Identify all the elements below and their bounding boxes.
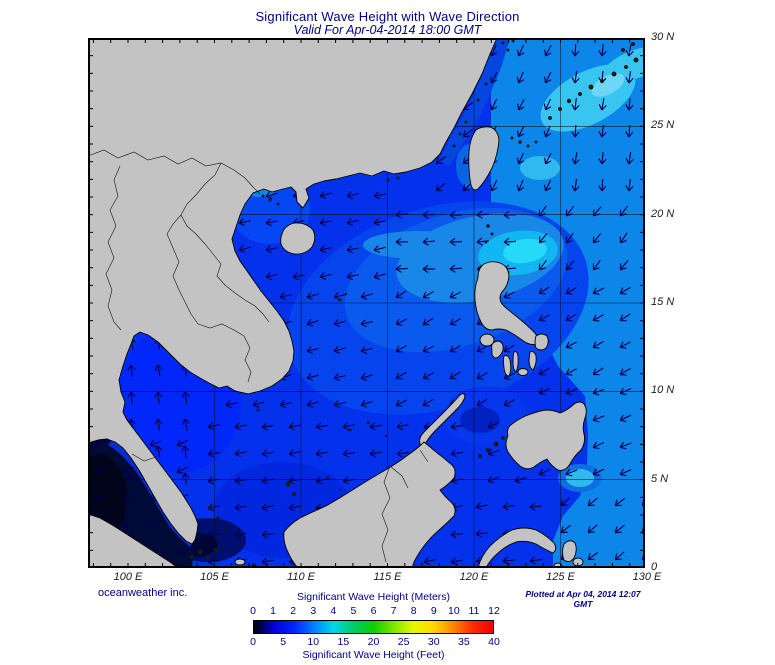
lat-label: 30 N	[651, 31, 675, 43]
legend-tick: 3	[310, 605, 317, 617]
credit-plotted-timestamp: Plotted at Apr 04, 2014 12:07 GMT	[525, 589, 641, 609]
lat-label: 20 N	[651, 207, 675, 220]
map-frame	[88, 38, 645, 568]
legend-tick: 30	[427, 636, 440, 648]
legend-scale-feet: 0 5 10 15 20 25 30 35 40	[250, 636, 500, 648]
lon-label: 105 E	[200, 571, 229, 583]
lon-label: 125 E	[546, 571, 575, 583]
sulawesi	[477, 527, 557, 568]
borneo	[283, 441, 456, 568]
legend-tick: 25	[397, 636, 410, 648]
page-subtitle: Valid For Apr-04-2014 18:00 GMT	[293, 23, 482, 37]
page-title: Significant Wave Height with Wave Direct…	[255, 9, 520, 24]
legend-title-feet: Significant Wave Height (Feet)	[302, 649, 445, 661]
credit-oceanweather: oceanweather inc.	[98, 587, 188, 599]
luzon	[474, 261, 539, 345]
legend-tick: 4	[330, 605, 337, 617]
legend-tick: 0	[250, 636, 256, 648]
mindoro	[479, 333, 495, 347]
legend-scale-meters: 0 1 2 3 4 5 6 7 8 9 10 11 12	[250, 605, 500, 617]
sumatra	[88, 513, 179, 568]
land-layer	[88, 38, 587, 568]
legend-tick: 10	[447, 605, 460, 617]
legend-title-meters: Significant Wave Height (Meters)	[296, 591, 451, 603]
mainland-asia	[88, 38, 498, 545]
lat-label: 5 N	[651, 472, 669, 485]
lon-label: 120 E	[459, 571, 489, 583]
small-islands-layer	[190, 39, 639, 568]
lon-label: 130 E	[632, 571, 662, 583]
legend-color-bar	[253, 620, 494, 634]
legend-tick: 2	[290, 605, 297, 617]
lat-label: 0	[651, 560, 658, 573]
legend-tick: 15	[337, 636, 350, 648]
wave-height-map	[88, 38, 645, 568]
mindanao	[505, 401, 587, 471]
legend-tick: 11	[468, 605, 480, 617]
legend-tick: 8	[410, 605, 417, 617]
legend-tick: 20	[367, 636, 380, 648]
legend-tick: 40	[488, 636, 500, 648]
palawan	[419, 393, 466, 448]
hainan	[280, 222, 316, 255]
taiwan	[468, 126, 500, 191]
legend-tick: 9	[430, 605, 437, 617]
lon-label: 115 E	[373, 571, 402, 583]
lat-label: 25 N	[651, 119, 675, 132]
legend-tick: 7	[390, 605, 397, 617]
lon-label: 100 E	[113, 571, 143, 583]
legend-tick: 6	[370, 605, 377, 617]
legend-tick: 5	[350, 605, 357, 617]
legend-tick: 5	[280, 636, 287, 648]
country-borders-layer	[88, 149, 429, 563]
legend-tick: 1	[270, 605, 276, 617]
legend-tick: 35	[458, 636, 470, 648]
legend-tick: 0	[250, 605, 256, 617]
legend-tick: 12	[488, 605, 500, 617]
lat-label: 15 N	[651, 295, 675, 308]
legend-tick: 10	[307, 636, 320, 648]
lon-label: 110 E	[287, 571, 315, 583]
lat-label: 10 N	[651, 384, 675, 397]
